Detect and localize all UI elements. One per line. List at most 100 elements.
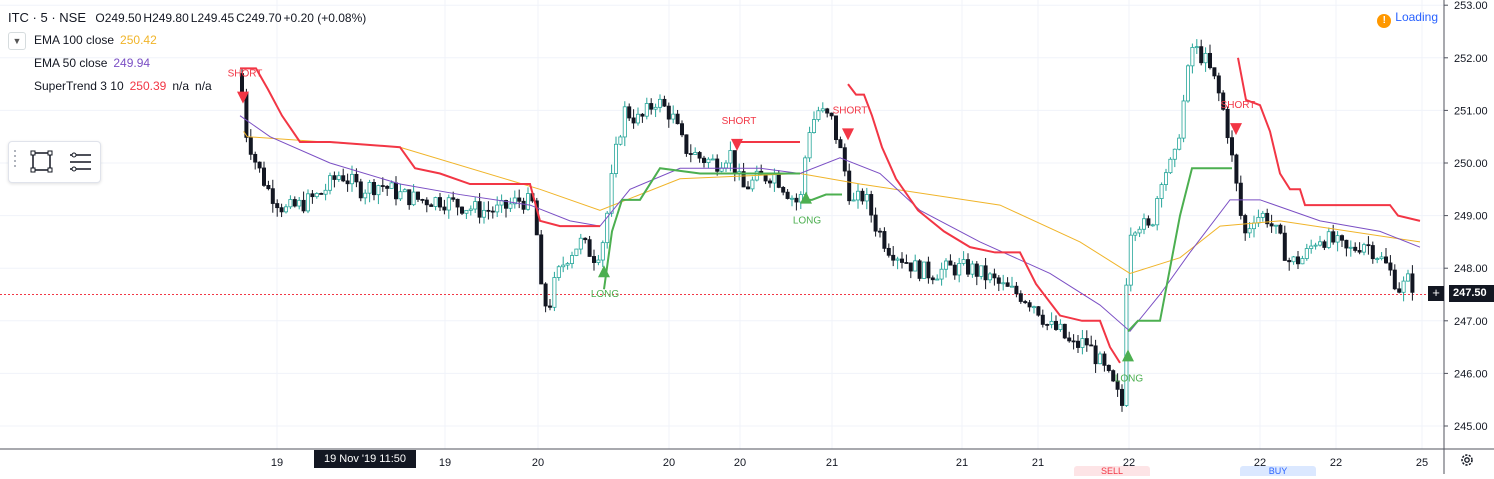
sell-tab[interactable]: SELL	[1074, 466, 1150, 476]
candle-body	[820, 108, 825, 112]
short-signal-label: SHORT	[722, 116, 757, 127]
candle-body	[468, 208, 473, 211]
candle-body	[248, 137, 253, 155]
candle-body	[1036, 306, 1041, 316]
candle-body	[261, 167, 266, 186]
candle-body	[605, 212, 610, 244]
candle-body	[913, 260, 918, 272]
candle-body	[1111, 370, 1116, 382]
candle-body	[1278, 224, 1283, 234]
candle-body	[649, 103, 654, 110]
indicator-extra: n/a	[195, 79, 212, 93]
ohlc-close: C249.70	[236, 11, 282, 25]
indicator-value: 250.39	[129, 79, 167, 93]
price-tick-label: 251.00	[1454, 105, 1488, 117]
candle-body	[565, 263, 570, 266]
candle-body	[407, 189, 412, 206]
long-signal-arrow	[800, 191, 812, 204]
indicator-supertrend[interactable]: SuperTrend 3 10 250.39 n/a n/a	[34, 79, 218, 93]
settings-lines-icon[interactable]	[65, 147, 95, 177]
candle-body	[244, 92, 249, 138]
drag-handle-icon[interactable]	[13, 150, 17, 174]
indicator-ema100[interactable]: EMA 100 close 250.42	[34, 33, 163, 47]
candle-body	[266, 185, 271, 190]
candle-body	[1027, 302, 1032, 308]
candle-body	[592, 256, 597, 263]
candle-body	[750, 179, 755, 190]
candle-body	[420, 199, 425, 201]
loading-label: Loading	[1395, 10, 1438, 24]
candle-body	[442, 206, 447, 211]
candle-body	[1137, 228, 1142, 234]
candle-body	[710, 158, 715, 161]
candle-body	[917, 260, 922, 279]
candle-body	[371, 182, 376, 196]
loading-status: ! Loading	[1377, 10, 1438, 28]
candle-body	[1049, 320, 1054, 325]
candle-body	[1362, 244, 1367, 253]
short-signal-label: SHORT	[1221, 100, 1256, 111]
candle-body	[341, 175, 346, 182]
candle-body	[996, 277, 1001, 284]
ohlc-open: O249.50	[95, 11, 142, 25]
candle-body	[1348, 246, 1353, 249]
short-signal-label: SHORT	[228, 69, 263, 80]
buy-tab[interactable]: BUY	[1240, 466, 1316, 476]
candle-body	[983, 265, 988, 281]
ohlc-change: +0.20 (+0.08%)	[283, 11, 367, 25]
rectangle-tool-icon[interactable]	[27, 147, 57, 177]
candle-body	[636, 113, 641, 124]
candle-body	[1234, 154, 1239, 184]
candle-body	[697, 152, 702, 159]
candle-body	[926, 261, 931, 279]
candle-body	[622, 106, 627, 138]
indicator-ema50[interactable]: EMA 50 close 249.94	[34, 56, 156, 70]
candle-body	[1133, 232, 1138, 236]
warning-icon[interactable]: !	[1377, 14, 1392, 28]
candle-body	[1023, 301, 1028, 304]
price-tick-label: 248.00	[1454, 263, 1488, 275]
candle-body	[838, 139, 843, 149]
candle-body	[1062, 323, 1067, 339]
candle-body	[429, 204, 434, 207]
candle-body	[548, 305, 553, 308]
supertrend-line	[806, 193, 842, 201]
supertrend-line	[1237, 57, 1421, 222]
candle-body	[1344, 239, 1349, 249]
candle-body	[1282, 232, 1287, 261]
candle-body	[974, 263, 979, 277]
short-signal-arrow	[731, 138, 743, 151]
candle-body	[543, 283, 548, 307]
sell-label: SELL	[1100, 466, 1124, 476]
supertrend-line	[847, 83, 1121, 364]
candle-body	[869, 194, 874, 216]
candle-body	[1120, 388, 1125, 406]
candle-body	[433, 197, 438, 207]
symbol-header: ITC · 5 · NSE O249.50 H249.80 L249.45 C249.…	[8, 10, 372, 25]
candle-body	[354, 173, 359, 183]
candle-body	[1102, 353, 1107, 366]
time-tick-label: 21	[826, 457, 838, 469]
candle-body	[1225, 108, 1230, 139]
candle-body	[1032, 306, 1037, 309]
candle-body	[1212, 67, 1217, 77]
short-signal-arrow	[842, 128, 854, 141]
candle-body	[1247, 228, 1252, 234]
candle-body	[508, 203, 513, 209]
gear-icon[interactable]	[1459, 452, 1475, 468]
candle-body	[856, 190, 861, 201]
candle-body	[1260, 212, 1265, 218]
chevron-down-icon: ▼	[12, 36, 22, 46]
candle-body	[332, 175, 337, 180]
candle-body	[1392, 269, 1397, 290]
add-alert-button[interactable]: +	[1428, 286, 1444, 301]
candle-body	[882, 231, 887, 249]
candle-body	[600, 242, 605, 261]
candle-body	[1018, 293, 1023, 302]
candle-body	[1150, 224, 1155, 227]
candle-body	[1291, 256, 1296, 263]
time-tick-label: 21	[956, 457, 968, 469]
collapse-legend-button[interactable]: ▼	[8, 32, 26, 50]
